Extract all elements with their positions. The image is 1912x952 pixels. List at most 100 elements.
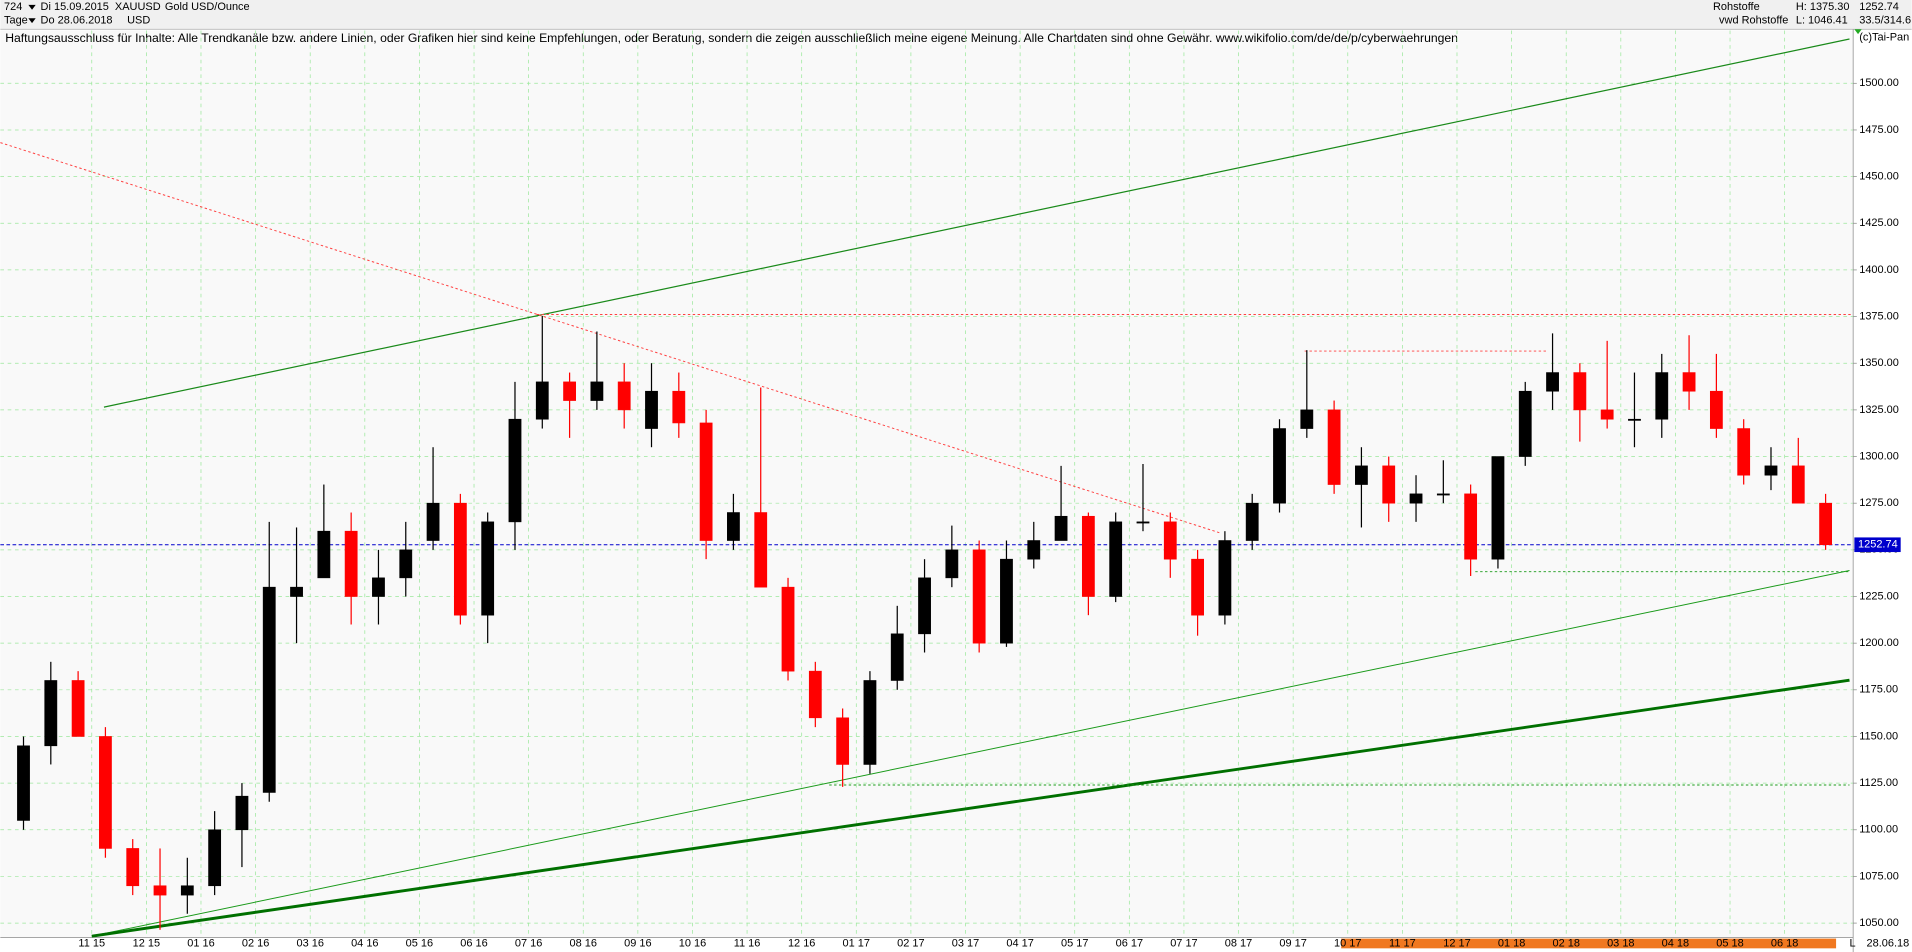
y-tick-label: 1050.00 <box>1859 917 1899 929</box>
candle-body <box>535 381 549 420</box>
x-tick-label: 04 18 <box>1662 937 1689 949</box>
x-tick-label: 11 16 <box>734 937 761 949</box>
candle-body <box>1709 390 1723 429</box>
candle-body <box>645 390 658 429</box>
candle-body <box>153 885 167 896</box>
candle-body <box>1600 409 1614 420</box>
x-tick-label: 07 16 <box>515 937 542 949</box>
x-tick-label: 03 16 <box>296 937 323 949</box>
drawings <box>0 38 1854 938</box>
candle-body <box>508 418 522 523</box>
trend-line <box>103 38 1850 408</box>
y-tick-label: 1200.00 <box>1859 637 1899 649</box>
candle-body <box>1000 558 1013 644</box>
x-tick-label: 03 18 <box>1607 937 1634 949</box>
dropdown-arrow[interactable] <box>28 4 36 10</box>
currency: USD <box>127 15 150 27</box>
y-tick-label: 1300.00 <box>1859 450 1899 462</box>
candle-body <box>1682 372 1696 392</box>
x-tick-label: 01 16 <box>187 937 214 949</box>
x-tick-label: 04 17 <box>1006 937 1033 949</box>
candle-body <box>1218 540 1232 616</box>
y-tick-label: 1100.00 <box>1859 824 1898 836</box>
x-tick-label: 12 16 <box>788 937 815 949</box>
x-tick-label: 06 17 <box>1116 937 1143 949</box>
candle-body <box>399 549 413 579</box>
candle-body <box>426 502 440 541</box>
high-label: H: 1375.30 <box>1796 1 1850 13</box>
candle-body <box>590 381 604 401</box>
y-tick-label: 1425.00 <box>1859 217 1899 229</box>
x-tick-label: 10 17 <box>1334 937 1361 949</box>
candle-body <box>890 633 904 681</box>
x-tick-label: 12 17 <box>1443 937 1470 949</box>
candle-body <box>863 680 877 765</box>
dropdown-arrow[interactable] <box>28 18 36 24</box>
candle-body <box>945 549 959 579</box>
candle-body <box>1163 521 1177 560</box>
start-date: Di 15.09.2015 <box>41 1 109 13</box>
x-tick-label: 01 18 <box>1498 937 1525 949</box>
x-tick-label: 02 17 <box>897 937 924 949</box>
x-tick-label: 12 15 <box>133 937 160 949</box>
candle-body <box>126 848 140 887</box>
candle-body <box>235 795 249 831</box>
group: Rohstoffe <box>1713 1 1760 13</box>
candle-body <box>1628 418 1641 421</box>
x-tick-label: 11 17 <box>1389 937 1416 949</box>
candle-body <box>1655 372 1669 420</box>
x-tick-label: 08 17 <box>1225 937 1252 949</box>
last-price-box <box>1854 537 1901 553</box>
marker-arrow <box>1854 29 1862 35</box>
header-bar <box>0 0 1912 30</box>
candle-body <box>754 512 768 588</box>
period: 724 <box>4 1 22 13</box>
candle-body <box>99 736 112 849</box>
unit: Tage <box>4 15 28 27</box>
candle-body <box>1300 409 1314 429</box>
candle-body <box>1436 493 1450 496</box>
y-tick-label: 1400.00 <box>1859 264 1899 276</box>
candle-body <box>563 381 576 401</box>
instrument-name: Gold USD/Ounce <box>165 1 250 13</box>
x-tick-label: 06 16 <box>460 937 487 949</box>
x-tick-label: 08 16 <box>570 937 597 949</box>
copyright: (c)Tai-Pan <box>1859 32 1909 44</box>
y-tick-label: 1350.00 <box>1859 357 1899 369</box>
resistance-line <box>0 142 1220 534</box>
x-tick-label: 03 17 <box>952 937 979 949</box>
range: 33.5/314.6 <box>1859 15 1911 27</box>
candle-body <box>1054 515 1068 541</box>
x-tick-label: 05 17 <box>1061 937 1088 949</box>
candle-body <box>1791 465 1805 504</box>
candle-body <box>44 680 58 747</box>
end-date: Do 28.06.2018 <box>41 15 113 27</box>
candle-body <box>481 521 495 616</box>
candle-body <box>1573 372 1587 411</box>
candle-body <box>1273 428 1286 504</box>
candle-body <box>808 670 822 719</box>
symbol: XAUUSD <box>115 1 161 13</box>
candle-body <box>17 745 30 821</box>
y-tick-label: 1500.00 <box>1859 77 1899 89</box>
x-tick-label: 04 16 <box>351 937 378 949</box>
scale-mode: L <box>1849 937 1855 949</box>
candle-body <box>372 577 385 597</box>
candle-body <box>836 717 850 765</box>
last-price: 1252.74 <box>1859 1 1899 13</box>
candle-body <box>262 586 276 793</box>
disclaimer: Haftungsausschluss für Inhalte: Alle Tre… <box>5 31 1458 45</box>
low-label: L: 1046.41 <box>1796 15 1848 27</box>
candle-body <box>1518 390 1532 457</box>
candle-body <box>1819 502 1832 546</box>
y-tick-label: 1325.00 <box>1859 404 1899 416</box>
candle-body <box>1355 465 1368 485</box>
candle-body <box>1464 493 1478 560</box>
end-date-short: 28.06.18 <box>1867 937 1910 949</box>
y-tick-label: 1275.00 <box>1859 497 1899 509</box>
candle-body <box>672 390 686 424</box>
x-tick-label: 02 16 <box>242 937 269 949</box>
last-price-label: 1252.74 <box>1858 539 1898 551</box>
candle-body <box>617 381 631 411</box>
